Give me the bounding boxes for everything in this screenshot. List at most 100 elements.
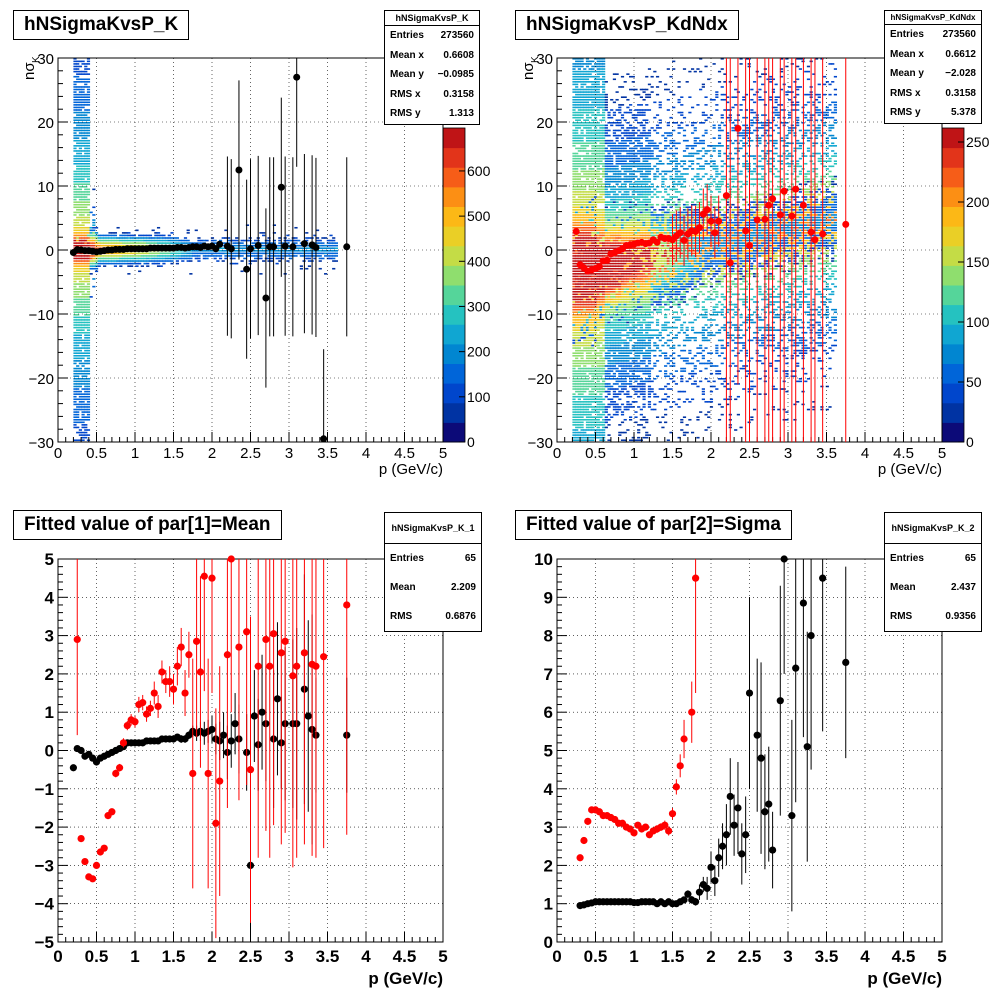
heatmap-cell xyxy=(628,252,633,255)
heatmap-cell xyxy=(86,411,91,413)
heatmap-cell xyxy=(577,319,581,321)
heatmap-cell xyxy=(572,114,576,116)
heatmap-cell xyxy=(602,321,606,324)
heatmap-cell xyxy=(575,73,579,75)
heatmap-cell xyxy=(591,201,595,203)
heatmap-cell xyxy=(602,226,606,229)
heatmap-cell xyxy=(572,306,576,308)
heatmap-cell xyxy=(628,173,633,175)
heatmap-cell xyxy=(634,152,638,155)
heatmap-cell xyxy=(631,196,635,198)
heatmap-cell xyxy=(73,401,77,403)
heatmap-cell xyxy=(92,244,96,247)
heatmap-cell xyxy=(577,424,581,426)
heatmap-cell xyxy=(588,418,592,421)
heatmap-cell xyxy=(602,372,606,375)
heatmap-cell xyxy=(580,86,584,88)
heatmap-cell xyxy=(267,239,271,242)
heatmap-cell xyxy=(610,162,614,165)
heatmap-cell xyxy=(585,211,590,214)
heatmap-cell xyxy=(591,306,595,308)
heatmap-cell xyxy=(575,214,579,216)
heatmap-cell xyxy=(577,270,581,273)
heatmap-cell xyxy=(577,186,581,188)
heatmap-cell xyxy=(103,260,107,262)
heatmap-cell xyxy=(583,186,587,188)
heatmap-cell xyxy=(610,234,614,237)
heatmap-cell xyxy=(623,388,627,390)
heatmap-cell xyxy=(618,344,622,347)
heatmap-cell xyxy=(618,226,622,229)
heatmap-cell xyxy=(596,229,600,232)
heatmap-cell xyxy=(604,354,608,357)
y-tick-label: −10 xyxy=(29,307,54,324)
heatmap-cell xyxy=(127,260,131,262)
heatmap-cell xyxy=(76,75,80,78)
heatmap-cell xyxy=(81,383,85,385)
heatmap-cell xyxy=(84,262,88,265)
heatmap-cell xyxy=(628,367,633,370)
heatmap-cell xyxy=(639,418,643,421)
heatmap-cell xyxy=(572,408,576,411)
heatmap-cell xyxy=(97,257,101,260)
heatmap-cell xyxy=(245,252,250,255)
heatmap-cell xyxy=(318,255,322,257)
heatmap-cell xyxy=(602,255,606,257)
heatmap-cell xyxy=(623,224,627,226)
heatmap-cell xyxy=(623,232,627,234)
heatmap-cell xyxy=(602,209,606,211)
heatmap-cell xyxy=(615,290,619,293)
heatmap-cell xyxy=(615,188,619,191)
heatmap-cell xyxy=(634,219,638,221)
heatmap-cell xyxy=(575,86,579,88)
heatmap-cell xyxy=(73,298,77,301)
heatmap-cell xyxy=(580,206,584,209)
heatmap-cell xyxy=(588,122,592,124)
heatmap-cell xyxy=(267,250,271,252)
heatmap-cell xyxy=(321,250,325,252)
heatmap-cell xyxy=(599,242,603,244)
heatmap-cell xyxy=(623,147,627,150)
heatmap-cell xyxy=(628,216,633,219)
heatmap-cell xyxy=(599,273,603,275)
heatmap-cell xyxy=(73,424,77,426)
heatmap-cell xyxy=(572,116,576,119)
heatmap-cell xyxy=(631,283,635,285)
heatmap-cell xyxy=(251,244,255,247)
heatmap-cell xyxy=(602,339,606,342)
heatmap-cell xyxy=(639,360,643,362)
heatmap-cell xyxy=(167,234,171,237)
heatmap-cell xyxy=(81,221,85,224)
heatmap-cell xyxy=(626,270,630,273)
heatmap-cell xyxy=(572,162,576,165)
heatmap-cell xyxy=(620,290,625,293)
heatmap-cell xyxy=(634,255,638,257)
heatmap-cell xyxy=(86,88,91,91)
heatmap-cell xyxy=(105,262,109,265)
heatmap-cell xyxy=(572,439,576,442)
heatmap-cell xyxy=(631,311,635,314)
heatmap-cell xyxy=(583,219,587,221)
heatmap-cell xyxy=(599,316,603,319)
heatmap-cell xyxy=(612,170,617,173)
heatmap-cell xyxy=(620,239,625,242)
heatmap-cell xyxy=(73,349,77,352)
heatmap-cell xyxy=(572,436,576,439)
heatmap-cell xyxy=(593,418,598,421)
heatmap-cell xyxy=(599,191,603,193)
heatmap-cell xyxy=(583,237,587,239)
heatmap-cell xyxy=(615,314,619,316)
heatmap-cell xyxy=(588,255,592,257)
heatmap-cell xyxy=(162,257,166,260)
heatmap-cell xyxy=(591,119,595,122)
heatmap-cell xyxy=(585,175,590,178)
heatmap-cell xyxy=(572,288,576,290)
heatmap-cell xyxy=(607,162,611,165)
heatmap-cell xyxy=(73,183,77,186)
heatmap-cell xyxy=(270,257,274,260)
heatmap-cell xyxy=(599,150,603,152)
heatmap-cell xyxy=(575,311,579,314)
heatmap-cell xyxy=(620,326,625,329)
heatmap-cell xyxy=(615,321,619,324)
heatmap-cell xyxy=(572,196,576,198)
